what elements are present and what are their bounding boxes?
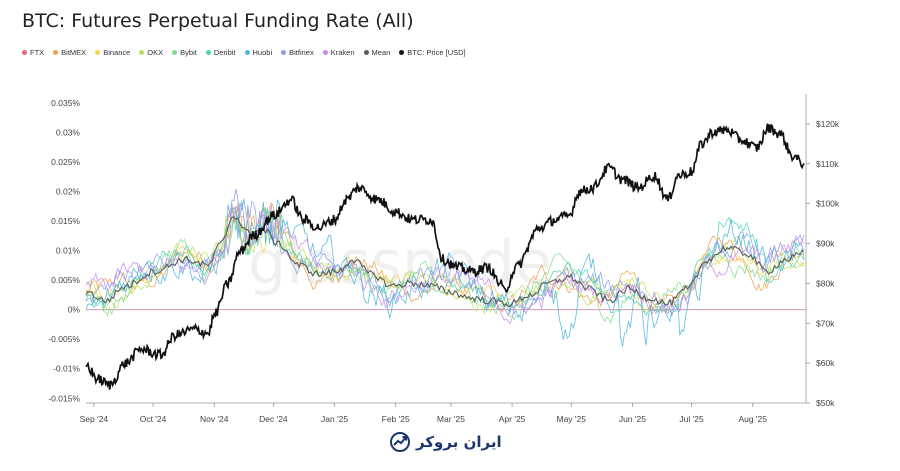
legend-label: BTC: Price [USD] [407, 48, 466, 57]
legend-swatch [139, 50, 145, 55]
series-line-okx [85, 205, 805, 315]
legend-swatch [399, 50, 405, 55]
x-tick-label: Jul '25 [679, 414, 704, 424]
legend-label: Huobi [252, 48, 273, 57]
x-tick-label: Dec '24 [259, 414, 288, 424]
legend-item[interactable]: Deribit [205, 48, 236, 57]
y-right-tick-label: $50k [816, 398, 835, 408]
y-right-tick-label: $70k [816, 318, 835, 328]
x-tick-label: May '25 [557, 414, 587, 424]
series-line-btc-price [85, 123, 805, 390]
y-right-tick-label: $90k [816, 239, 835, 249]
x-tick-label: Sep '24 [80, 414, 109, 424]
x-tick-label: Jan '25 [321, 414, 348, 424]
legend-swatch [53, 50, 59, 55]
series-line-bybit [85, 207, 805, 324]
legend-item[interactable]: BitMEX [53, 48, 86, 57]
legend-swatch [363, 50, 369, 55]
legend-swatch [205, 50, 211, 55]
x-tick-label: Aug '25 [738, 414, 767, 424]
legend-swatch [172, 50, 178, 55]
chart-trend-icon [390, 432, 410, 452]
y-left-tick-label: 0.005% [51, 275, 80, 285]
y-left-tick-label: 0.015% [51, 216, 80, 226]
y-right-tick-label: $110k [816, 159, 839, 169]
chart-title: BTC: Futures Perpetual Funding Rate (All… [22, 10, 414, 32]
x-tick-label: Apr '25 [499, 414, 526, 424]
series-line-mean [85, 216, 805, 308]
y-left-tick-label: -0.005% [48, 334, 80, 344]
legend-item[interactable]: Mean [363, 48, 391, 57]
x-tick-label: Feb '25 [382, 414, 410, 424]
y-left-tick-label: -0.015% [48, 393, 80, 403]
y-right-tick-label: $120k [816, 119, 840, 129]
y-right-tick-label: $100k [816, 199, 840, 209]
legend-label: BitMEX [61, 48, 87, 57]
legend-item[interactable]: Bybit [172, 48, 197, 57]
series-line-deribit [85, 207, 805, 317]
series-layer [85, 123, 805, 390]
legend-item[interactable]: BTC: Price [USD] [399, 48, 466, 57]
y-left-tick-label: 0.01% [56, 246, 81, 256]
x-tick-label: Oct '24 [140, 414, 167, 424]
legend-label: Kraken [330, 48, 355, 57]
legend-item[interactable]: Kraken [322, 48, 355, 57]
x-tick-label: Nov '24 [200, 414, 229, 424]
legend-label: FTX [30, 48, 45, 57]
x-tick-label: Mar '25 [437, 414, 465, 424]
legend-swatch [322, 50, 328, 55]
x-tick-label: Jun '25 [619, 414, 646, 424]
legend-item[interactable]: FTX [22, 48, 44, 57]
legend-label: Bybit [180, 48, 197, 57]
legend-label: Mean [371, 48, 391, 57]
legend-label: Bitfinex [289, 48, 314, 57]
brand-logo: ایران بروکر [390, 432, 502, 452]
series-line-binance [85, 208, 805, 314]
series-line-kraken [85, 203, 805, 325]
watermark: glassnode [248, 228, 552, 298]
y-left-tick-label: 0.02% [56, 187, 81, 197]
legend-item[interactable]: OKX [139, 48, 163, 57]
y-left-tick-label: 0.025% [51, 157, 80, 167]
y-right-tick-label: $80k [816, 278, 835, 288]
legend-item[interactable]: Bitfinex [281, 48, 314, 57]
logo-text: ایران بروکر [416, 433, 502, 451]
legend-label: Binance [103, 48, 131, 57]
y-left-tick-label: 0.035% [51, 98, 80, 108]
y-left-tick-label: -0.01% [53, 364, 80, 374]
y-left-tick-label: 0% [68, 305, 81, 315]
legend-item[interactable]: Huobi [244, 48, 273, 57]
chart-legend: FTX BitMEX Binance OKX Bybit Deribit Huobi Bitf… [22, 48, 466, 57]
legend-swatch [281, 50, 287, 55]
legend-swatch [244, 50, 250, 55]
legend-swatch [95, 50, 101, 55]
y-right-tick-label: $60k [816, 358, 835, 368]
legend-swatch [22, 50, 27, 55]
legend-label: Deribit [213, 48, 236, 57]
legend-label: OKX [147, 48, 164, 57]
y-left-tick-label: 0.03% [56, 127, 81, 137]
legend-item[interactable]: Binance [95, 48, 130, 57]
axes: 0.035% 0.03% 0.025% 0.02% 0.015% 0.01% 0.005% 0… [48, 94, 840, 424]
